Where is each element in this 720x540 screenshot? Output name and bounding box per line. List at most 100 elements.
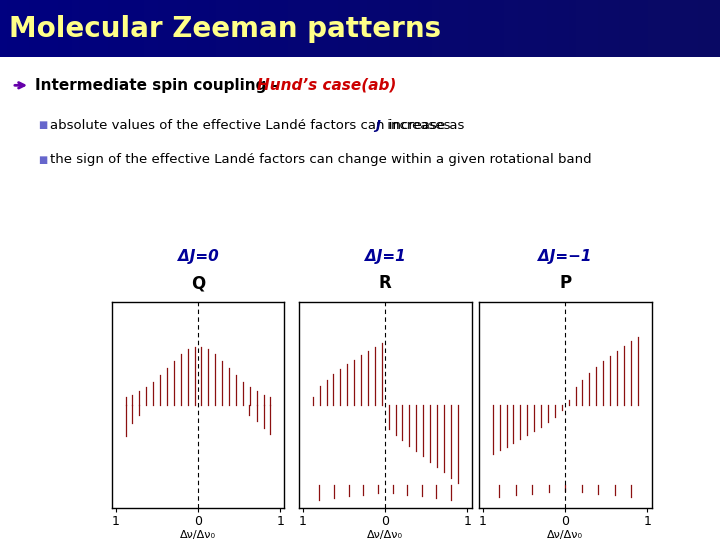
Bar [180,0,187,57]
Bar [490,0,497,57]
Bar [634,0,641,57]
Text: ■: ■ [38,120,48,130]
Bar [50,0,58,57]
Bar [353,0,360,57]
Bar [713,0,720,57]
Bar [14,0,22,57]
Bar [310,0,317,57]
Bar [454,0,461,57]
Text: ■: ■ [38,155,48,165]
Bar [641,0,648,57]
Bar [274,0,281,57]
Bar [655,0,662,57]
Bar [173,0,180,57]
X-axis label: Δν/Δν₀: Δν/Δν₀ [180,530,216,540]
Bar [238,0,245,57]
Bar [302,0,310,57]
Bar [439,0,446,57]
Bar [36,0,43,57]
Bar [101,0,108,57]
Bar [223,0,230,57]
Text: ΔJ=1: ΔJ=1 [365,249,405,264]
Bar [648,0,655,57]
Bar [187,0,194,57]
Text: ΔJ=−1: ΔJ=−1 [539,249,592,264]
Bar [662,0,670,57]
Bar [418,0,425,57]
Text: Hund’s case(ab): Hund’s case(ab) [257,78,397,93]
Bar [108,0,115,57]
Bar [259,0,266,57]
Text: R: R [379,274,392,293]
Bar [482,0,490,57]
Bar [216,0,223,57]
Bar [144,0,151,57]
Bar [22,0,29,57]
Bar [29,0,36,57]
Text: increases: increases [383,119,451,132]
Bar [670,0,677,57]
Text: Q: Q [191,274,205,293]
Bar [432,0,439,57]
Bar [446,0,454,57]
Bar [374,0,382,57]
Bar [691,0,698,57]
Bar [468,0,475,57]
Bar [209,0,216,57]
Bar [338,0,346,57]
Bar [0,0,7,57]
Bar [79,0,86,57]
X-axis label: Δν/Δν₀: Δν/Δν₀ [547,530,583,540]
Bar [137,0,144,57]
Bar [346,0,353,57]
Bar [58,0,65,57]
Bar [281,0,288,57]
Bar [547,0,554,57]
Bar [511,0,518,57]
Bar [389,0,396,57]
Bar [626,0,634,57]
Bar [576,0,583,57]
Bar [497,0,504,57]
Bar [360,0,367,57]
Bar [562,0,569,57]
Bar [43,0,50,57]
Text: absolute values of the effective Landé factors can increase as: absolute values of the effective Landé f… [50,119,469,132]
Text: J: J [375,119,380,132]
Bar [569,0,576,57]
Bar [504,0,511,57]
Bar [533,0,540,57]
Text: the sign of the effective Landé factors can change within a given rotational ban: the sign of the effective Landé factors … [50,153,592,166]
Bar [698,0,706,57]
Bar [598,0,605,57]
Bar [475,0,482,57]
Text: P: P [559,274,571,293]
Bar [554,0,562,57]
Text: Molecular Zeeman patterns: Molecular Zeeman patterns [9,16,441,44]
Text: ΔJ=0: ΔJ=0 [178,249,218,264]
Bar [245,0,252,57]
Bar [684,0,691,57]
Bar [518,0,526,57]
Bar [151,0,158,57]
Bar [317,0,324,57]
Bar [425,0,432,57]
Bar [612,0,619,57]
Bar [65,0,72,57]
Bar [540,0,547,57]
Bar [677,0,684,57]
Bar [230,0,238,57]
Bar [115,0,122,57]
Bar [583,0,590,57]
Bar [130,0,137,57]
Bar [590,0,598,57]
X-axis label: Δν/Δν₀: Δν/Δν₀ [367,530,403,540]
Bar [72,0,79,57]
Bar [410,0,418,57]
Bar [605,0,612,57]
Bar [367,0,374,57]
Bar [86,0,94,57]
Bar [266,0,274,57]
Bar [706,0,713,57]
Bar [295,0,302,57]
